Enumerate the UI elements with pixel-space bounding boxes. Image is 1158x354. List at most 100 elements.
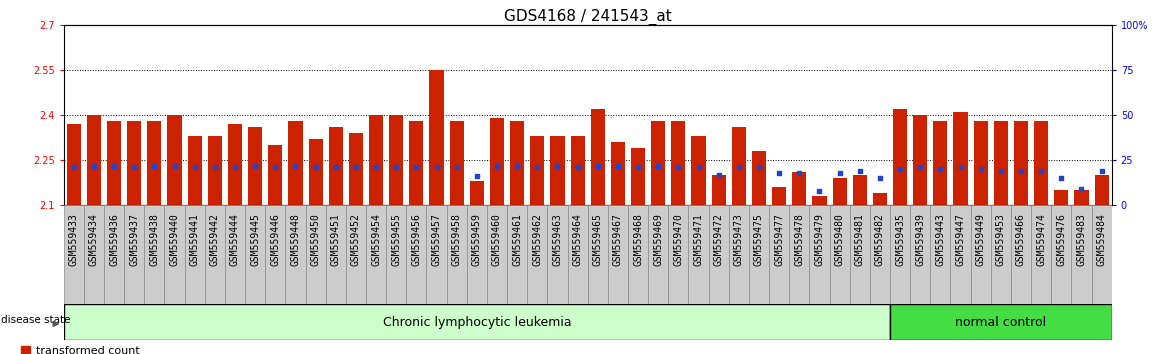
Bar xyxy=(672,121,686,205)
Point xyxy=(790,170,808,176)
Bar xyxy=(893,109,907,205)
Bar xyxy=(588,205,608,304)
Point xyxy=(811,188,829,194)
Bar xyxy=(628,205,648,304)
Point xyxy=(105,163,124,169)
Bar xyxy=(790,205,809,304)
Bar xyxy=(567,205,588,304)
Text: GSM559468: GSM559468 xyxy=(633,213,643,266)
Text: GSM559461: GSM559461 xyxy=(512,213,522,266)
Bar xyxy=(1031,205,1051,304)
Bar xyxy=(510,121,525,205)
Bar xyxy=(749,205,769,304)
Text: GSM559441: GSM559441 xyxy=(190,213,199,266)
Bar xyxy=(184,205,205,304)
Point xyxy=(629,165,647,170)
Text: GSM559443: GSM559443 xyxy=(936,213,945,266)
Bar xyxy=(346,205,366,304)
Bar xyxy=(1034,121,1048,205)
Bar xyxy=(850,205,870,304)
Point xyxy=(730,165,748,170)
Bar xyxy=(225,205,245,304)
Bar xyxy=(265,205,285,304)
Bar xyxy=(991,205,1011,304)
Bar xyxy=(548,205,567,304)
Bar xyxy=(67,124,81,205)
Point xyxy=(468,173,486,179)
Bar xyxy=(306,205,325,304)
Point xyxy=(669,165,688,170)
Bar xyxy=(712,175,726,205)
Point xyxy=(346,165,365,170)
Point xyxy=(65,165,83,170)
Text: GSM559463: GSM559463 xyxy=(552,213,563,266)
Bar xyxy=(507,205,527,304)
Bar xyxy=(369,115,383,205)
Bar xyxy=(349,133,362,205)
Text: GSM559442: GSM559442 xyxy=(210,213,220,266)
Bar xyxy=(591,109,604,205)
Text: GSM559439: GSM559439 xyxy=(915,213,925,266)
Bar xyxy=(467,205,486,304)
Text: GSM559482: GSM559482 xyxy=(875,213,885,266)
Point xyxy=(1072,186,1091,192)
Bar xyxy=(188,136,201,205)
Text: GSM559483: GSM559483 xyxy=(1077,213,1086,266)
Point xyxy=(327,165,345,170)
Bar xyxy=(974,121,988,205)
Point xyxy=(1092,168,1111,174)
Bar xyxy=(1054,190,1069,205)
Bar xyxy=(813,196,827,205)
Point xyxy=(609,163,628,169)
Bar xyxy=(970,205,991,304)
Bar xyxy=(430,70,444,205)
Text: GSM559478: GSM559478 xyxy=(794,213,805,266)
Point xyxy=(931,166,950,172)
Bar xyxy=(325,205,346,304)
Bar xyxy=(285,205,306,304)
Legend: transformed count, percentile rank within the sample: transformed count, percentile rank withi… xyxy=(21,346,223,354)
Bar xyxy=(107,121,122,205)
Point xyxy=(266,165,285,170)
Bar xyxy=(83,205,104,304)
Point xyxy=(206,165,225,170)
Point xyxy=(770,170,789,176)
Bar xyxy=(449,121,463,205)
Bar xyxy=(409,121,424,205)
Point xyxy=(1032,168,1050,174)
Bar xyxy=(792,172,806,205)
Text: GSM559434: GSM559434 xyxy=(89,213,98,266)
Point xyxy=(569,165,587,170)
Bar xyxy=(64,205,83,304)
Text: GSM559456: GSM559456 xyxy=(411,213,422,266)
Text: GSM559458: GSM559458 xyxy=(452,213,462,266)
Text: GSM559466: GSM559466 xyxy=(1016,213,1026,266)
Bar xyxy=(752,151,767,205)
Bar xyxy=(245,205,265,304)
Text: GSM559449: GSM559449 xyxy=(976,213,985,266)
Bar xyxy=(207,136,222,205)
Point xyxy=(286,163,305,169)
Text: GSM559453: GSM559453 xyxy=(996,213,1006,266)
Text: GSM559479: GSM559479 xyxy=(814,213,824,266)
Text: GSM559467: GSM559467 xyxy=(613,213,623,266)
Bar xyxy=(994,121,1007,205)
Bar xyxy=(829,205,850,304)
Text: GSM559476: GSM559476 xyxy=(1056,213,1067,266)
Point xyxy=(972,166,990,172)
Text: GSM559438: GSM559438 xyxy=(149,213,160,266)
Point xyxy=(1051,176,1070,181)
Text: GSM559436: GSM559436 xyxy=(109,213,119,266)
Text: GSM559471: GSM559471 xyxy=(694,213,704,266)
Bar xyxy=(87,115,101,205)
Text: GSM559437: GSM559437 xyxy=(130,213,139,266)
Point xyxy=(548,163,566,169)
Bar xyxy=(147,121,161,205)
Bar xyxy=(772,187,786,205)
Bar xyxy=(1094,175,1108,205)
Bar xyxy=(870,205,891,304)
Point xyxy=(427,165,446,170)
Bar xyxy=(426,205,447,304)
Bar xyxy=(288,121,302,205)
Point xyxy=(145,163,163,169)
